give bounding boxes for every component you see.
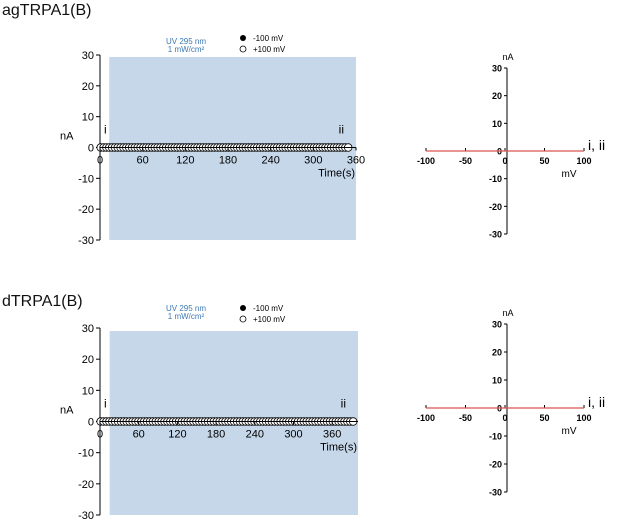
tc-x-tick-label: 120 (176, 155, 194, 167)
iv-y-axis-label: nA (502, 308, 513, 318)
iv-y-tick-label: 30 (492, 64, 502, 74)
iv-y-tick-label: -10 (489, 174, 502, 184)
tc-x-axis-label: Time(s) (320, 442, 357, 454)
tc-y-tick-label: 30 (82, 50, 94, 62)
tc-y-tick-label: 10 (82, 112, 94, 124)
tc-y-tick-label: 0 (88, 143, 94, 155)
tc-x-tick-label: 0 (97, 429, 103, 441)
stimulus-label-line1: UV 295 nm (166, 37, 206, 46)
tc-y-tick-label: 0 (88, 417, 94, 429)
marker-i: i (104, 123, 107, 137)
iv-x-tick-label: 100 (576, 413, 591, 423)
legend-marker-filled (240, 35, 246, 41)
iv-x-tick-label: 50 (539, 156, 549, 166)
iv-curve-label: i, ii (588, 394, 605, 410)
tc-y-tick-label: -30 (78, 235, 94, 247)
tc-y-tick-label: 20 (82, 81, 94, 93)
tc-x-tick-label: 300 (304, 155, 322, 167)
tc-x-tick-label: 60 (137, 155, 149, 167)
marker-i: i (104, 397, 107, 411)
tc-y-axis-label: nA (60, 131, 74, 143)
iv-x-tick-label: 50 (539, 413, 549, 423)
tc-y-tick-label: -20 (78, 204, 94, 216)
legend-label-neg100: -100 mV (253, 304, 284, 313)
iv-y-tick-label: 20 (492, 348, 502, 358)
tc-x-tick-label: 360 (347, 155, 365, 167)
iv-x-axis-label: mV (562, 169, 577, 180)
tc-y-tick-label: 10 (82, 385, 94, 397)
tc-x-tick-label: 240 (246, 429, 264, 441)
stimulus-label-line2: 1 mW/cm² (168, 45, 205, 54)
iv-x-tick-label: -50 (459, 156, 472, 166)
tc-y-tick-label: -20 (78, 479, 94, 491)
iv-x-tick-label: -100 (417, 156, 435, 166)
marker-ii: ii (341, 397, 346, 411)
tc-x-tick-label: 60 (133, 429, 145, 441)
legend-marker-open (239, 45, 247, 53)
tc-x-tick-label: 180 (219, 155, 237, 167)
tc-y-tick-label: -10 (78, 173, 94, 185)
legend-marker-open (239, 315, 247, 323)
tc-x-tick-label: 240 (261, 155, 279, 167)
iv-y-tick-label: 30 (492, 320, 502, 330)
iv-x-tick-label: -100 (417, 413, 435, 423)
iv-y-tick-label: 10 (492, 119, 502, 129)
iv-x-tick-label: -50 (459, 413, 472, 423)
iv-y-tick-label: 20 (492, 91, 502, 101)
tc-x-tick-label: 120 (168, 429, 186, 441)
legend-label-pos100: +100 mV (253, 45, 286, 54)
iv-curve-label: i, ii (588, 137, 605, 153)
tc-x-tick-label: 300 (284, 429, 302, 441)
tc-y-tick-label: -10 (78, 448, 94, 460)
tc-y-tick-label: 30 (82, 323, 94, 335)
marker-ii: ii (339, 123, 344, 137)
tc-x-tick-label: 180 (207, 429, 225, 441)
iv-x-axis-label: mV (562, 426, 577, 437)
iv-y-tick-label: -30 (489, 488, 502, 498)
iv-y-tick-label: -20 (489, 202, 502, 212)
iv-y-tick-label: 10 (492, 376, 502, 386)
legend-label-pos100: +100 mV (253, 315, 286, 324)
iv-y-axis-label: nA (502, 52, 513, 62)
legend-label-neg100: -100 mV (253, 34, 284, 43)
panel-title-bottom: dTRPA1(B) (2, 293, 83, 310)
iv-x-tick-label: 0 (502, 413, 507, 423)
tc-x-tick-label: 0 (97, 155, 103, 167)
iv-x-tick-label: 100 (576, 156, 591, 166)
iv-y-tick-label: -20 (489, 460, 502, 470)
tc-y-tick-label: 20 (82, 354, 94, 366)
iv-y-tick-label: -10 (489, 432, 502, 442)
stimulus-label-line1: UV 295 nm (166, 304, 206, 313)
iv-y-tick-label: -30 (489, 230, 502, 240)
legend-marker-filled (240, 305, 246, 311)
panel-title-top: agTRPA1(B) (2, 2, 92, 19)
iv-x-tick-label: 0 (502, 156, 507, 166)
tc-x-tick-label: 360 (323, 429, 341, 441)
tc-y-axis-label: nA (60, 405, 74, 417)
stimulus-label-line2: 1 mW/cm² (168, 312, 205, 321)
tc-y-tick-label: -30 (78, 510, 94, 522)
tc-x-axis-label: Time(s) (318, 168, 355, 180)
